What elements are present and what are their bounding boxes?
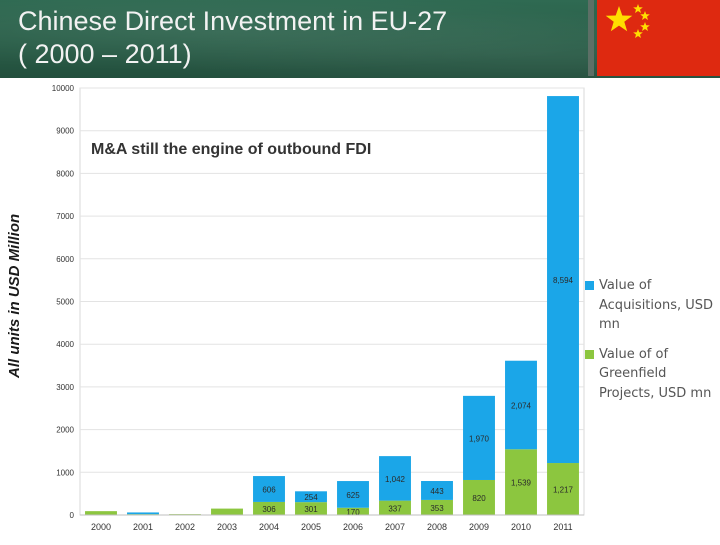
bar-acquisitions (421, 481, 453, 500)
flag-small-star-icon (640, 22, 650, 31)
data-label-acquisitions: 2,074 (511, 402, 532, 411)
china-flag-stars-icon (605, 4, 650, 38)
data-label-acquisitions: 1,042 (385, 475, 406, 484)
bar-acquisitions (463, 395, 495, 480)
legend-label: Value of of Greenfield Projects, USD mn (599, 346, 712, 401)
y-tick-label: 7000 (56, 212, 74, 221)
data-label-greenfield: 170 (346, 508, 360, 517)
y-tick-label: 6000 (56, 255, 74, 264)
bar-acquisitions (379, 456, 411, 501)
y-tick-label: 4000 (56, 340, 74, 349)
bar-acquisitions (337, 481, 369, 508)
china-flag (597, 0, 720, 76)
bar-acquisitions (505, 360, 537, 450)
y-tick-label: 2000 (56, 426, 74, 435)
bar-greenfield (253, 501, 285, 515)
slide-title-line-1: Chinese Direct Investment in EU-27 (18, 6, 448, 36)
legend-label: Value of Acquisitions, USD mn (599, 278, 714, 332)
data-label-greenfield: 820 (472, 494, 486, 503)
slide-title: Chinese Direct Investment in EU-27 ( 200… (18, 5, 578, 71)
stacked-bar-chart: 0 1000 2000 3000 4000 5000 6000 7000 8000 9000 100… (52, 84, 585, 532)
y-tick-label: 9000 (56, 127, 74, 136)
bar-greenfield (505, 449, 537, 515)
data-label-greenfield: 337 (388, 504, 402, 513)
y-tick-label: 0 (70, 511, 75, 520)
bar-greenfield (421, 499, 453, 515)
chart-title: M&A still the engine of outbound FDI (91, 141, 371, 158)
chart-legend: Value of Acquisitions, USD mn Value of of… (583, 276, 718, 413)
data-label-greenfield: 301 (304, 505, 318, 514)
bar-greenfield (295, 502, 327, 515)
x-tick-label: 2001 (133, 522, 153, 532)
y-tick-label: 8000 (56, 169, 74, 178)
y-tick-label: 1000 (56, 468, 74, 477)
bar-greenfield (379, 500, 411, 515)
bar-greenfield (463, 479, 495, 515)
legend-item: Value of of Greenfield Projects, USD mn (583, 345, 718, 404)
y-tick-label: 3000 (56, 383, 74, 392)
data-label-acquisitions: 443 (430, 487, 444, 496)
bar-greenfield (337, 507, 369, 515)
data-label-acquisitions: 606 (262, 485, 276, 494)
slide-title-line-2: ( 2000 – 2011) (18, 39, 192, 69)
y-tick-label: 10000 (52, 84, 75, 93)
x-tick-label: 2000 (91, 522, 111, 532)
y-tick-label: 5000 (56, 298, 74, 307)
title-banner: Chinese Direct Investment in EU-27 ( 200… (0, 0, 720, 78)
data-label-acquisitions: 1,970 (469, 434, 490, 443)
x-tick-label: 2009 (469, 522, 489, 532)
x-tick-label: 2008 (427, 522, 447, 532)
x-tick-label: 2005 (301, 522, 321, 532)
bar-acquisitions (253, 476, 285, 502)
flag-small-star-icon (633, 4, 643, 13)
flag-small-star-icon (633, 29, 643, 38)
bar-acquisitions (295, 491, 327, 503)
bar-greenfield (211, 508, 243, 515)
x-tick-label: 2002 (175, 522, 195, 532)
bar-greenfield (547, 463, 579, 515)
chart-area: 0 1000 2000 3000 4000 5000 6000 7000 8000 9000 100… (36, 80, 588, 540)
legend-swatch (585, 281, 594, 290)
data-label-acquisitions: 8,594 (553, 276, 574, 285)
x-tick-label: 2003 (217, 522, 237, 532)
x-tick-label: 2010 (511, 522, 531, 532)
legend-swatch (585, 349, 594, 359)
data-label-acquisitions: 625 (346, 491, 360, 500)
flag-small-star-icon (640, 11, 650, 20)
flag-frame (588, 0, 594, 76)
x-tick-label: 2006 (343, 522, 363, 532)
legend-item: Value of Acquisitions, USD mn (583, 276, 718, 335)
x-tick-label: 2007 (385, 522, 405, 532)
data-label-greenfield: 306 (262, 505, 276, 514)
x-tick-label: 2011 (553, 522, 572, 532)
bar-acquisitions (127, 512, 159, 515)
data-label-greenfield: 1,217 (553, 486, 574, 495)
data-label-greenfield: 353 (430, 504, 444, 513)
x-tick-label: 2004 (259, 522, 279, 532)
flag-large-star-icon (605, 6, 633, 32)
bar-acquisitions (547, 96, 579, 464)
data-label-acquisitions: 254 (304, 493, 318, 502)
data-label-greenfield: 1,539 (511, 479, 532, 488)
bar-greenfield (85, 511, 117, 515)
y-axis-note: All units in USD Million (6, 213, 23, 378)
